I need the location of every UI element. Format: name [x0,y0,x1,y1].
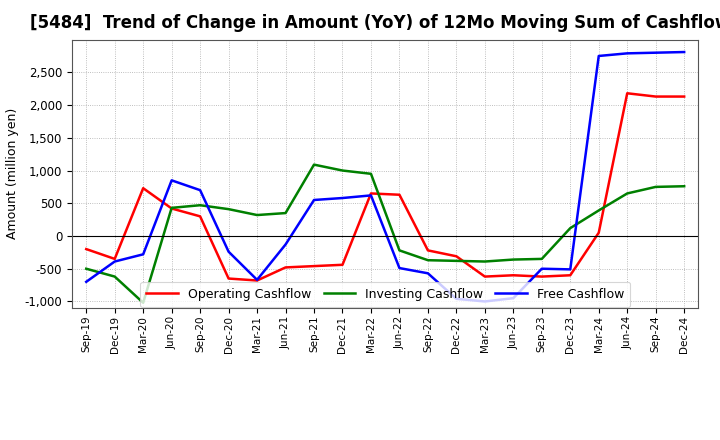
Operating Cashflow [338,262,347,268]
Investing Cashflow [395,248,404,253]
Operating Cashflow [366,191,375,196]
Operating Cashflow [395,192,404,198]
Operating Cashflow [595,230,603,235]
Investing Cashflow [423,257,432,263]
Free Cashflow [537,266,546,271]
Operating Cashflow [680,94,688,99]
Free Cashflow [167,178,176,183]
Free Cashflow [423,271,432,276]
Operating Cashflow [110,256,119,261]
Operating Cashflow [282,265,290,270]
Free Cashflow [623,51,631,56]
Free Cashflow [566,267,575,272]
Investing Cashflow [338,168,347,173]
Free Cashflow [595,53,603,59]
Investing Cashflow [680,183,688,189]
Operating Cashflow [537,274,546,279]
Investing Cashflow [480,259,489,264]
Investing Cashflow [253,213,261,218]
Free Cashflow [110,259,119,264]
Free Cashflow [139,252,148,257]
Investing Cashflow [652,184,660,190]
Investing Cashflow [225,206,233,212]
Investing Cashflow [110,274,119,279]
Line: Free Cashflow: Free Cashflow [86,52,684,301]
Operating Cashflow [652,94,660,99]
Free Cashflow [652,50,660,55]
Title: [5484]  Trend of Change in Amount (YoY) of 12Mo Moving Sum of Cashflows: [5484] Trend of Change in Amount (YoY) o… [30,15,720,33]
Free Cashflow [480,299,489,304]
Investing Cashflow [566,225,575,231]
Operating Cashflow [423,248,432,253]
Investing Cashflow [595,208,603,213]
Legend: Operating Cashflow, Investing Cashflow, Free Cashflow: Operating Cashflow, Investing Cashflow, … [140,282,630,307]
Operating Cashflow [480,274,489,279]
Investing Cashflow [310,162,318,167]
Free Cashflow [82,279,91,284]
Operating Cashflow [139,186,148,191]
Free Cashflow [225,249,233,254]
Free Cashflow [509,296,518,301]
Operating Cashflow [167,206,176,211]
Free Cashflow [196,187,204,193]
Investing Cashflow [82,266,91,271]
Line: Investing Cashflow: Investing Cashflow [86,165,684,303]
Operating Cashflow [452,253,461,259]
Y-axis label: Amount (million yen): Amount (million yen) [6,108,19,239]
Operating Cashflow [310,264,318,269]
Operating Cashflow [623,91,631,96]
Free Cashflow [366,193,375,198]
Free Cashflow [253,277,261,282]
Operating Cashflow [253,278,261,283]
Free Cashflow [310,198,318,203]
Free Cashflow [338,195,347,201]
Investing Cashflow [139,300,148,305]
Investing Cashflow [452,258,461,264]
Free Cashflow [282,242,290,247]
Investing Cashflow [623,191,631,196]
Investing Cashflow [366,171,375,176]
Free Cashflow [680,49,688,55]
Operating Cashflow [225,276,233,281]
Free Cashflow [452,296,461,301]
Investing Cashflow [167,205,176,210]
Operating Cashflow [566,273,575,278]
Operating Cashflow [196,214,204,219]
Investing Cashflow [537,256,546,261]
Operating Cashflow [82,246,91,252]
Investing Cashflow [509,257,518,262]
Operating Cashflow [509,273,518,278]
Line: Operating Cashflow: Operating Cashflow [86,93,684,281]
Free Cashflow [395,265,404,271]
Investing Cashflow [196,202,204,208]
Investing Cashflow [282,210,290,216]
